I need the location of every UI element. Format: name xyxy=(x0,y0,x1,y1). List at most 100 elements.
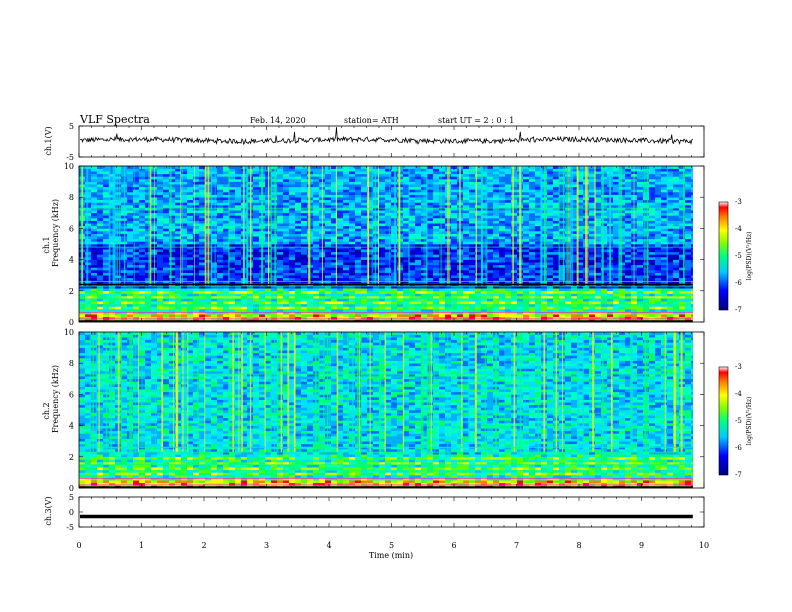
ch1-spectrogram-cell xyxy=(139,225,145,229)
ch1-spectrogram-cell xyxy=(679,205,685,208)
ch1-spectrogram-cell xyxy=(235,197,241,201)
ch1-spectrogram-cell xyxy=(115,290,121,294)
ch1-spectrogram-cell xyxy=(601,223,607,227)
ch1-spectrogram-cell xyxy=(667,296,673,299)
ch1-spectrogram-cell xyxy=(613,199,619,203)
ch1-spectrogram-cell xyxy=(505,288,511,292)
ch1-spectrogram-cell xyxy=(235,246,241,250)
ch1-spectrogram-cell xyxy=(649,218,655,221)
ch1-spectrogram-cell xyxy=(613,244,619,247)
ch1-spectrogram-cell xyxy=(439,199,445,203)
ch1-spectrogram-cell xyxy=(571,212,577,216)
ch1-spectrogram-cell xyxy=(199,249,205,253)
ch1-spectrogram-cell xyxy=(523,288,529,292)
ch1-spectrogram-cell xyxy=(589,246,595,250)
ch1-spectrogram-cell xyxy=(223,233,229,237)
ch1-spectrogram-cell xyxy=(667,249,673,253)
ch1-spectrogram-cell xyxy=(133,314,139,318)
ch1-spectrogram-cell xyxy=(187,241,193,245)
ch1-spectrogram-cell xyxy=(391,290,397,294)
ch1-spectrogram-cell xyxy=(415,290,421,294)
ch1-spectrogram-cell xyxy=(403,205,409,208)
ch1-spectrogram-cell xyxy=(331,306,337,310)
ch1-spectrogram-cell xyxy=(277,316,283,320)
ch1-spectrogram-cell xyxy=(79,290,85,294)
ch1-spectrogram-cell xyxy=(427,236,433,240)
ch1-spectrogram-cell xyxy=(679,298,685,302)
ch1-spectrogram-cell xyxy=(229,303,235,307)
ch1-spectrogram-cell xyxy=(109,207,115,211)
ch1-spectrogram-cell xyxy=(301,303,307,307)
ch1-spectrogram-cell xyxy=(409,241,415,245)
ch1-spectrogram-cell xyxy=(325,270,331,273)
ch1-spectrogram-cell xyxy=(187,290,193,294)
ch1-spectrogram-cell xyxy=(553,210,559,214)
ch1-spectrogram-cell xyxy=(253,207,259,211)
ch1-spectrogram-cell xyxy=(619,296,625,299)
ch1-spectrogram-cell xyxy=(187,270,193,273)
ch1-spectrogram-cell xyxy=(421,314,427,318)
ch1-spectrogram-cell xyxy=(523,254,529,258)
ch1-spectrogram-cell xyxy=(427,251,433,255)
ch1-spectrogram-cell xyxy=(211,270,217,273)
ch1-spectrogram-cell xyxy=(475,290,481,294)
ch1-spectrogram-cell xyxy=(649,202,655,206)
ch1-spectrogram-cell xyxy=(115,215,121,219)
ch1-spectrogram-cell xyxy=(661,267,667,271)
ch1-spectrogram-cell xyxy=(415,212,421,216)
ch1-spectrogram-cell xyxy=(595,264,601,268)
ch1-spectrogram-cell xyxy=(229,293,235,297)
ch1-spectrogram-cell xyxy=(475,218,481,221)
ch1-spectrogram-cell xyxy=(343,228,349,232)
ch1-spectrogram-cell xyxy=(631,306,637,310)
ch1-spectrogram-cell xyxy=(595,210,601,214)
ch1-spectrogram-cell xyxy=(217,293,223,297)
ch1-spectrogram-cell xyxy=(547,228,553,232)
ch1-spectrogram-cell xyxy=(175,314,181,318)
ch1-spectrogram-cell xyxy=(199,228,205,232)
ch1-spectrogram-cell xyxy=(493,303,499,307)
ch1-spectrogram-cell xyxy=(553,301,559,305)
ch1-spectrogram-cell xyxy=(163,246,169,250)
ch1-spectrogram-cell xyxy=(109,218,115,221)
ch1-spectrogram-cell xyxy=(97,236,103,240)
ch1-spectrogram-cell xyxy=(409,267,415,271)
ch1-spectrogram-cell xyxy=(361,212,367,216)
ch1-spectrogram-cell xyxy=(523,238,529,242)
ch1-spectrogram-cell xyxy=(493,264,499,268)
ch1-spectrogram-cell xyxy=(253,259,259,263)
ch1-spectrogram-cell xyxy=(493,241,499,245)
ch1-spectrogram-cell xyxy=(91,293,97,297)
ch1-spectrogram-cell xyxy=(289,277,295,281)
ch1-spectrogram-cell xyxy=(385,238,391,242)
ch1-spectrogram-cell xyxy=(673,270,679,273)
ch1-spectrogram-cell xyxy=(133,244,139,247)
ch1-spectrogram-cell xyxy=(493,251,499,255)
ch1-spectrogram-cell xyxy=(109,262,115,266)
ch1-spectrogram-cell xyxy=(283,259,289,263)
ch1-spectrogram-cell xyxy=(493,199,499,203)
ch1-spectrogram-cell xyxy=(481,290,487,294)
ch1-spectrogram-cell xyxy=(661,215,667,219)
ch1-spectrogram-cell xyxy=(229,236,235,240)
ch1-spectrogram-cell xyxy=(643,309,649,312)
ch1-spectrogram-cell xyxy=(337,251,343,255)
ch1-spectrogram-cell xyxy=(547,212,553,216)
ch1-spectrogram-cell xyxy=(319,290,325,294)
ch1-spectrogram-cell xyxy=(385,212,391,216)
ch1-spectrogram-cell xyxy=(157,277,163,281)
ch1-spectrogram-cell xyxy=(469,246,475,250)
ch1-spectrogram-cell xyxy=(235,272,241,276)
ch1-spectrogram-cell xyxy=(109,290,115,294)
ch1-spectrogram-cell xyxy=(613,311,619,315)
ch1-spectrogram-cell xyxy=(325,236,331,240)
ch1-spectrogram-cell xyxy=(595,301,601,305)
ch1-spectrogram-cell xyxy=(661,296,667,299)
ch1-spectrogram-cell xyxy=(157,207,163,211)
ch1-spectrogram-cell xyxy=(661,316,667,320)
ch1-spectrogram-cell xyxy=(433,301,439,305)
ch1-spectrogram-cell xyxy=(445,298,451,302)
ch1-spectrogram-cell xyxy=(553,275,559,279)
ch1-spectrogram-cell xyxy=(499,215,505,219)
ch1-spectrogram-cell xyxy=(553,220,559,224)
